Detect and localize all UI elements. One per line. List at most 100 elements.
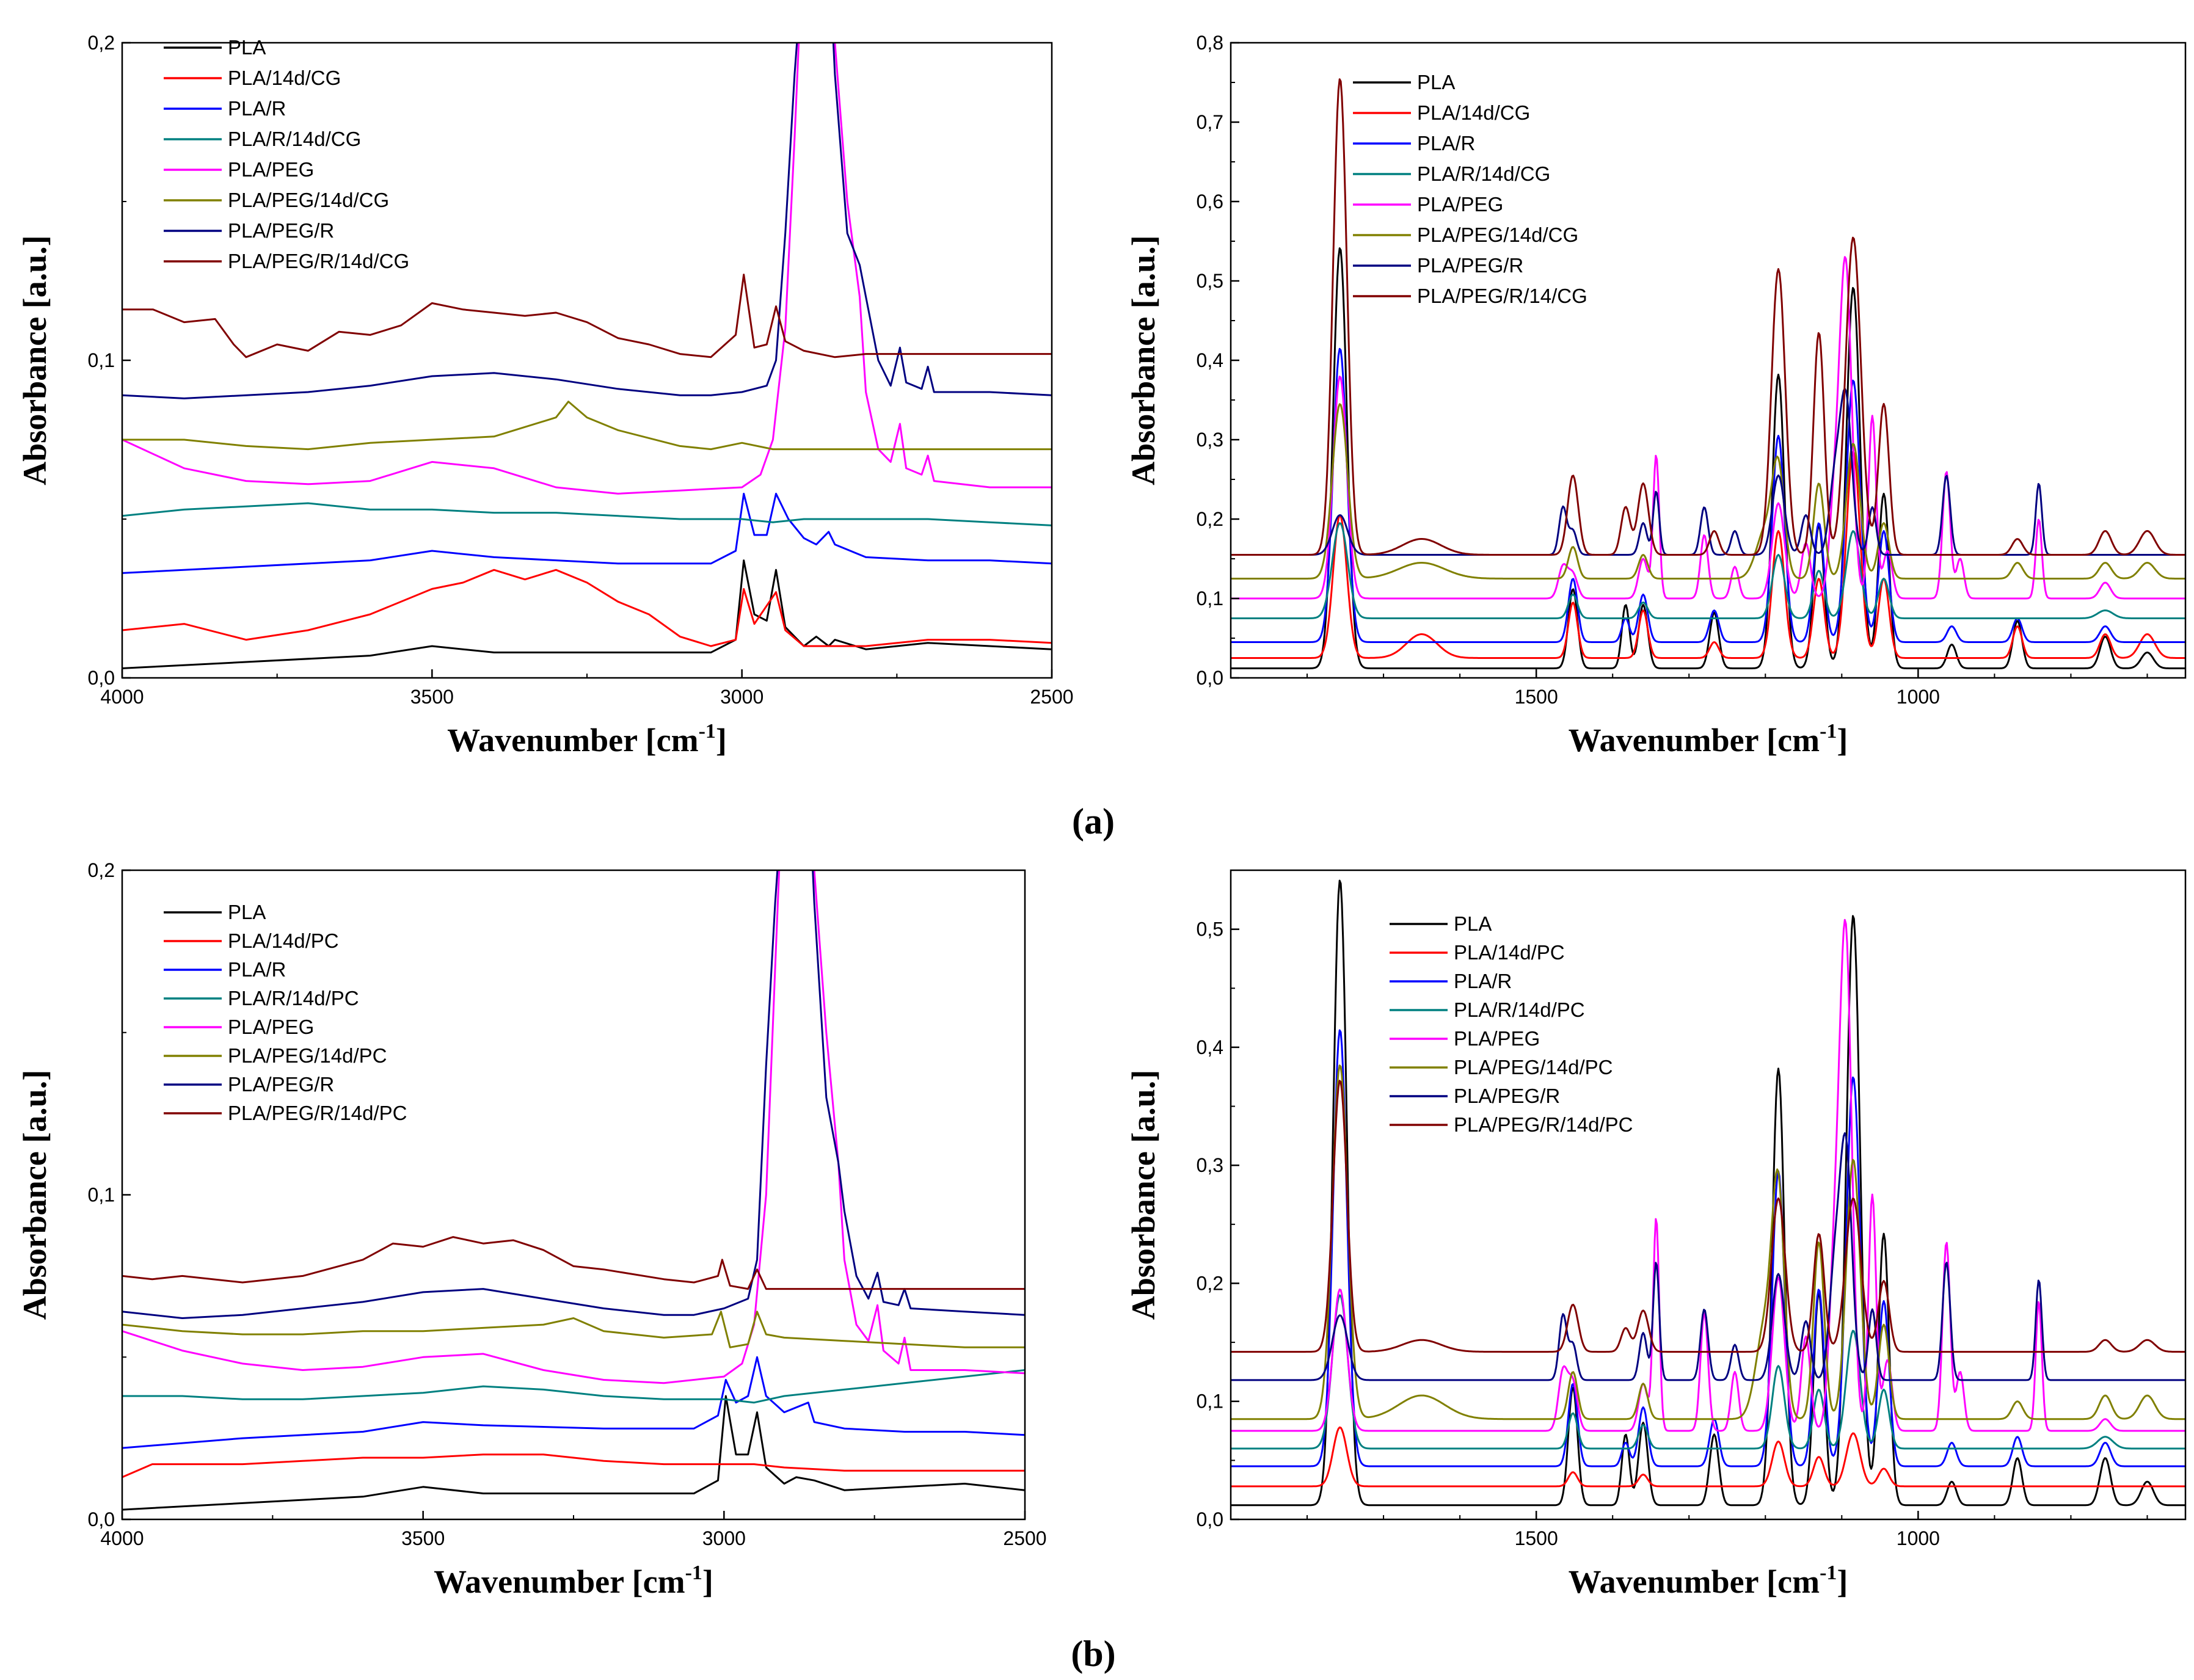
x-tick-label: 1000 [1897, 686, 1940, 708]
y-tick-label: 0,5 [1197, 918, 1223, 940]
legend-entry: PLA/R [1417, 132, 1475, 155]
chart-a-left: 4000 3500 3000 2500 0,0 0,1 0,2 Wavenumber [cm-… [16, 32, 1074, 758]
legend-entry: PLA/PEG/R/14d/CG [228, 250, 409, 272]
y-tick-label: 0,2 [1197, 508, 1223, 530]
legend-entry: PLA/PEG/14d/CG [1417, 224, 1578, 246]
y-tick-label: 0,1 [88, 349, 115, 371]
series-line-1 [122, 559, 1052, 669]
plot-frame [1230, 869, 2187, 1521]
series-line-6 [1231, 403, 2185, 580]
y-tick-label: 0,0 [88, 667, 115, 689]
chart-b-right: 1500 1000 0,0 0,1 0,2 0,3 0,4 0,5 Wavenumber [cm… [1125, 869, 2187, 1600]
y-tick-label: 0,7 [1197, 111, 1223, 133]
series-line-2 [1231, 1426, 2185, 1488]
series-line-2 [1231, 451, 2185, 659]
y-tick-label: 0,6 [1197, 191, 1223, 213]
legend-entry: PLA [228, 36, 266, 59]
x-axis-label: Wavenumber [cm-1] [434, 1562, 713, 1600]
series-line-8 [122, 1236, 1025, 1290]
y-tick-label: 0,3 [1197, 1154, 1223, 1176]
legend-entry: PLA/PEG/14d/PC [228, 1044, 387, 1067]
series-line-2 [122, 569, 1052, 647]
series-line-8 [1231, 78, 2185, 556]
series-line-4 [122, 502, 1052, 526]
x-tick-label: 3500 [401, 1527, 445, 1549]
legend-entry: PLA/PEG [1417, 193, 1503, 216]
legend-entry: PLA/PEG/R [228, 219, 334, 242]
y-tick-label: 0,1 [1197, 1391, 1223, 1413]
legend: PLA PLA/14d/PC PLA/R PLA/R/14d/PC PLA/PEG PLA… [164, 901, 407, 1124]
legend-entry: PLA/14d/PC [1454, 941, 1565, 964]
series-line-6 [122, 1311, 1025, 1348]
y-axis-label: Absorbance [a.u.] [16, 235, 53, 485]
series-line-2 [122, 1453, 1025, 1478]
y-tick-label: 0,2 [88, 32, 115, 54]
y-tick-label: 0,4 [1197, 1036, 1223, 1058]
legend-entry: PLA/PEG/R [1454, 1085, 1560, 1107]
series-group [1231, 78, 2185, 669]
series-line-6 [1231, 1064, 2185, 1420]
panel-label-b: (b) [1071, 1634, 1115, 1674]
y-tick-label: 0,1 [88, 1184, 115, 1206]
y-tick-label: 0,5 [1197, 270, 1223, 292]
y-axis-label: Absorbance [a.u.] [1125, 235, 1162, 485]
x-tick-label: 3000 [702, 1527, 746, 1549]
series-line-3 [122, 492, 1052, 574]
y-tick-label: 0,2 [1197, 1272, 1223, 1294]
legend-entry: PLA/PEG/R [228, 1073, 334, 1096]
x-tick-label: 3000 [720, 686, 764, 708]
series-line-6 [122, 401, 1052, 451]
legend: PLA PLA/14d/CG PLA/R PLA/R/14d/CG PLA/PEG PLA… [1353, 71, 1587, 307]
legend-entry: PLA/PEG [1454, 1027, 1540, 1050]
x-tick-label: 1500 [1515, 1527, 1558, 1549]
series-line-5 [1231, 918, 2185, 1432]
chart-b-left: 4000 3500 3000 2500 0,0 0,1 0,2 Wavenumber [cm-… [16, 859, 1047, 1600]
legend-entry: PLA/PEG/R/14d/PC [1454, 1113, 1633, 1136]
series-line-1 [122, 1395, 1025, 1511]
x-tick-label: 3500 [410, 686, 454, 708]
series-line-4 [1231, 1294, 2185, 1450]
legend-entry: PLA/R/14d/PC [228, 987, 359, 1009]
series-line-8 [1231, 1080, 2185, 1353]
legend-entry: PLA/R/14d/CG [1417, 162, 1550, 185]
series-line-7 [122, 43, 1052, 399]
y-tick-label: 0,1 [1197, 587, 1223, 609]
legend-entry: PLA/R [228, 958, 286, 981]
y-tick-label: 0,0 [88, 1508, 115, 1530]
x-axis-label: Wavenumber [cm-1] [1569, 1562, 1848, 1600]
legend-entry: PLA/R [1454, 970, 1512, 992]
legend-entry: PLA/R/14d/PC [1454, 998, 1585, 1021]
x-tick-label: 1000 [1897, 1527, 1940, 1549]
panel-label-a: (a) [1072, 801, 1115, 842]
series-line-5 [122, 43, 1052, 495]
legend-entry: PLA [228, 901, 266, 923]
series-line-8 [122, 274, 1052, 358]
series-line-3 [1231, 347, 2185, 643]
x-tick-label: 2500 [1030, 686, 1073, 708]
x-axis-label: Wavenumber [cm-1] [447, 720, 727, 758]
x-tick-label: 1500 [1515, 686, 1558, 708]
series-line-1 [1231, 247, 2185, 669]
y-axis-label: Absorbance [a.u.] [16, 1070, 53, 1320]
legend-entry: PLA/PEG/14d/CG [228, 189, 389, 211]
legend-entry: PLA/PEG/R/14/CG [1417, 285, 1587, 307]
plot-frame [1230, 42, 2187, 679]
series-line-7 [1231, 1132, 2185, 1381]
y-tick-label: 0,3 [1197, 429, 1223, 451]
series-line-1 [1231, 879, 2185, 1507]
y-tick-label: 0,2 [88, 859, 115, 881]
y-tick-label: 0,8 [1197, 32, 1223, 54]
series-group [122, 43, 1052, 669]
legend-entry: PLA/14d/CG [228, 67, 341, 89]
series-line-4 [122, 1369, 1025, 1404]
series-group [122, 870, 1025, 1511]
legend-entry: PLA [1454, 912, 1492, 935]
legend-entry: PLA/R [228, 97, 286, 120]
x-axis-label: Wavenumber [cm-1] [1569, 720, 1848, 758]
legend-entry: PLA/R/14d/CG [228, 128, 361, 150]
legend: PLA PLA/14d/CG PLA/R PLA/R/14d/CG PLA/PEG PLA… [164, 36, 409, 272]
x-tick-label: 2500 [1003, 1527, 1046, 1549]
series-line-5 [122, 870, 1025, 1384]
series-line-4 [1231, 522, 2185, 619]
